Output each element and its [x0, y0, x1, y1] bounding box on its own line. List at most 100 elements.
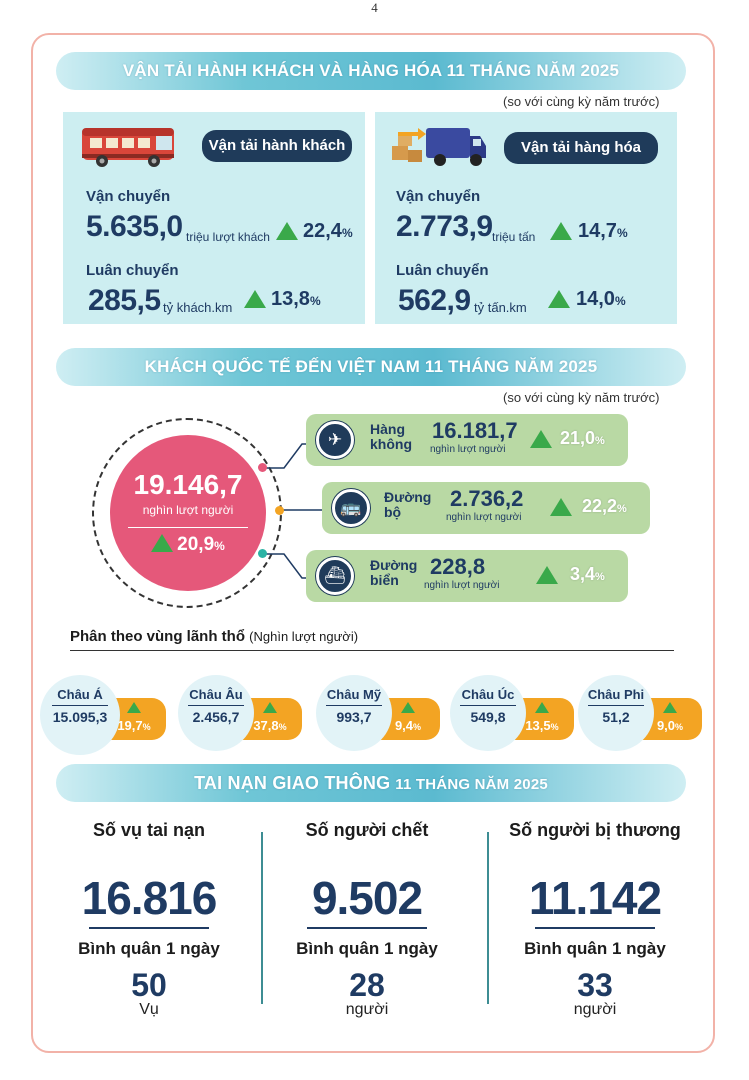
up-arrow-icon [151, 534, 174, 552]
region-europe: 37,8% Châu Âu 2.456,7 [178, 675, 306, 751]
injured-value: 11.142 [528, 872, 662, 924]
region-pct: 13,5% [525, 718, 559, 733]
cargo-carry-pct: 14,7% [578, 220, 628, 242]
mode-sea-unit: nghìn lượt người [424, 580, 500, 591]
region-name: Châu Âu [189, 687, 243, 702]
up-arrow-icon [536, 566, 558, 589]
mode-road-pct: 22,2% [582, 496, 627, 516]
up-arrow-icon [663, 702, 677, 713]
region-value: 993,7 [336, 709, 372, 725]
region-pct: 37,8% [253, 718, 287, 733]
up-arrow-icon [244, 290, 266, 313]
injured-avg-label: Bình quân 1 ngày [524, 939, 666, 958]
accident-count-column: Số vụ tai nạn 16.816 Bình quân 1 ngày 50… [44, 820, 254, 1019]
region-value: 549,8 [470, 709, 506, 725]
mode-air-pct: 21,0% [560, 428, 605, 448]
passenger-carry-label: Vận chuyển [86, 188, 171, 205]
up-arrow-icon [548, 290, 570, 313]
mode-air-unit: nghìn lượt người [430, 444, 506, 455]
cargo-carry-label: Vận chuyển [396, 188, 481, 205]
cargo-rotate-label: Luân chuyển [396, 262, 489, 279]
column-divider [261, 832, 263, 1004]
international-note: (so với cùng kỳ năm trước) [503, 390, 660, 405]
region-pct: 9,4% [394, 718, 422, 733]
truck-illustration-icon [392, 128, 486, 166]
up-arrow-icon [276, 222, 298, 245]
mode-road-box [322, 482, 650, 534]
up-arrow-icon [550, 498, 572, 521]
mode-road-value: 2.736,2 [450, 486, 524, 511]
region-heading: Phân theo vùng lãnh thổ (Nghìn lượt ngườ… [70, 628, 359, 645]
international-banner: KHÁCH QUỐC TẾ ĐẾN VIỆT NAM 11 THÁNG NĂM … [56, 348, 686, 386]
region-circle: Châu Phi 51,2 [578, 675, 654, 751]
mode-air-box [306, 414, 628, 466]
passenger-rotate-value: 285,5 [88, 284, 161, 317]
passenger-title: Vận tải hành khách [202, 130, 352, 162]
total-circle: 19.146,7 nghìn lượt người 20,9% [110, 435, 266, 591]
region-asia: 19,7% Châu Á 15.095,3 [40, 675, 168, 755]
region-heading-rule [70, 650, 674, 651]
accident-count-avg-unit: Vụ [139, 1001, 159, 1018]
mode-sea-name: Đường biển [370, 557, 418, 588]
region-name: Châu Úc [461, 687, 515, 702]
passenger-rotate-label: Luân chuyển [86, 262, 179, 279]
bus-illustration-icon [82, 128, 174, 167]
total-unit: nghìn lượt người [142, 503, 234, 517]
region-value: 15.095,3 [52, 709, 108, 725]
region-circle: Châu Mỹ 993,7 [316, 675, 392, 751]
region-pct: 9,0% [656, 718, 684, 733]
injured-avg-unit: người [573, 1001, 617, 1018]
accident-count-value: 16.816 [81, 872, 218, 924]
mode-sea-value: 228,8 [430, 554, 486, 579]
accidents-banner: TAI NẠN GIAO THÔNG 11 THÁNG NĂM 2025 [56, 764, 686, 802]
region-name: Châu Mỹ [326, 687, 382, 702]
transport-note: (so với cùng kỳ năm trước) [503, 94, 660, 109]
passenger-rotate-pct: 13,8% [271, 288, 321, 310]
total-pct: 20,9% [110, 534, 266, 556]
mode-road-name: Đường bộ [384, 489, 432, 520]
region-value: 2.456,7 [192, 709, 240, 725]
region-pct: 19,7% [117, 718, 151, 733]
region-circle: Châu Á 15.095,3 [40, 675, 120, 755]
accident-count-avg-label: Bình quân 1 ngày [78, 939, 220, 958]
region-africa: 9,0% Châu Phi 51,2 [578, 675, 706, 751]
region-value: 51,2 [602, 709, 630, 725]
deaths-avg-unit: người [345, 1001, 389, 1018]
bus-icon: 🚌 [332, 489, 370, 527]
ship-icon: ⛴ [316, 557, 354, 595]
deaths-avg-value: 28 [349, 967, 385, 1003]
connector-dot [275, 506, 284, 515]
passenger-carry-unit: triệu lượt khách [186, 230, 270, 244]
passenger-carry-value: 5.635,0 [86, 210, 183, 243]
region-name: Châu Á [57, 687, 103, 702]
total-value: 19.146,7 [133, 469, 243, 500]
accident-count-avg-value: 50 [131, 967, 167, 1003]
transport-banner: VẬN TẢI HÀNH KHÁCH VÀ HÀNG HÓA 11 THÁNG … [56, 52, 686, 90]
cargo-rotate-pct: 14,0% [576, 288, 626, 310]
deaths-avg-label: Bình quân 1 ngày [296, 939, 438, 958]
up-arrow-icon [401, 702, 415, 713]
region-circle: Châu Úc 549,8 [450, 675, 526, 751]
passenger-rotate-unit: tỷ khách.km [163, 300, 233, 315]
mode-air-value: 16.181,7 [432, 418, 518, 443]
up-arrow-icon [535, 702, 549, 713]
deaths-value: 9.502 [311, 872, 423, 924]
up-arrow-icon [530, 430, 552, 453]
injured-title: Số người bị thương [509, 820, 681, 840]
deaths-column: Số người chết 9.502 Bình quân 1 ngày 28 … [262, 820, 472, 1019]
up-arrow-icon [263, 702, 277, 713]
passenger-carry-pct: 22,4% [303, 220, 353, 242]
page-number: 4 [371, 0, 378, 15]
mode-sea-box [306, 550, 628, 602]
connector-dot [258, 549, 267, 558]
injured-column: Số người bị thương 11.142 Bình quân 1 ng… [490, 820, 700, 1019]
content-frame [31, 33, 715, 1053]
total-divider [128, 527, 248, 528]
region-oceania: 13,5% Châu Úc 549,8 [450, 675, 578, 751]
region-circle: Châu Âu 2.456,7 [178, 675, 254, 751]
mode-sea-pct: 3,4% [570, 564, 605, 584]
airplane-icon: ✈ [316, 421, 354, 459]
connector-dot [258, 463, 267, 472]
region-america: 9,4% Châu Mỹ 993,7 [316, 675, 444, 751]
up-arrow-icon [127, 702, 141, 713]
